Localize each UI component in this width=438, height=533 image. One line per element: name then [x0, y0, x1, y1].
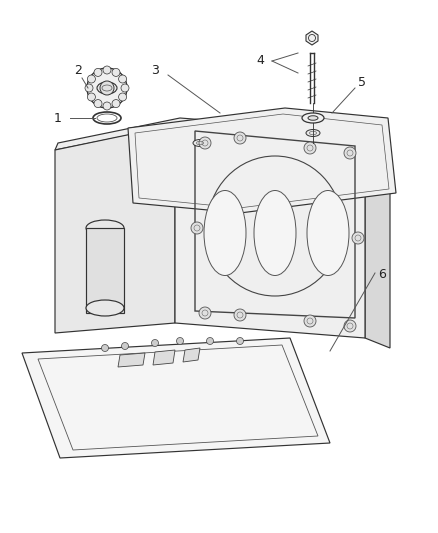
Circle shape — [112, 68, 120, 76]
Text: 4: 4 — [256, 54, 264, 68]
Circle shape — [94, 100, 102, 108]
Circle shape — [85, 84, 93, 92]
Polygon shape — [55, 118, 390, 168]
Circle shape — [87, 68, 127, 108]
Circle shape — [88, 75, 95, 83]
Circle shape — [112, 100, 120, 108]
Circle shape — [88, 93, 95, 101]
Polygon shape — [365, 140, 390, 348]
Circle shape — [344, 147, 356, 159]
Polygon shape — [128, 108, 396, 213]
Polygon shape — [306, 31, 318, 45]
Circle shape — [304, 315, 316, 327]
Circle shape — [234, 309, 246, 321]
Circle shape — [121, 343, 128, 350]
Circle shape — [177, 337, 184, 344]
Circle shape — [191, 222, 203, 234]
Polygon shape — [86, 228, 124, 313]
Ellipse shape — [86, 220, 124, 236]
Text: 6: 6 — [378, 269, 386, 281]
Circle shape — [344, 320, 356, 332]
Polygon shape — [55, 125, 175, 333]
Circle shape — [152, 340, 159, 346]
Circle shape — [199, 307, 211, 319]
Ellipse shape — [254, 190, 296, 276]
Ellipse shape — [204, 190, 246, 276]
Text: 3: 3 — [151, 64, 159, 77]
Polygon shape — [153, 350, 175, 365]
Ellipse shape — [302, 113, 324, 123]
Circle shape — [237, 337, 244, 344]
Circle shape — [119, 93, 127, 101]
Text: 5: 5 — [358, 77, 366, 90]
Circle shape — [103, 102, 111, 110]
Text: 2: 2 — [74, 63, 82, 77]
Ellipse shape — [308, 116, 318, 120]
Ellipse shape — [306, 130, 320, 136]
Polygon shape — [183, 348, 200, 362]
Polygon shape — [175, 125, 365, 338]
Circle shape — [102, 344, 109, 351]
Polygon shape — [118, 353, 145, 367]
Ellipse shape — [86, 300, 124, 316]
Circle shape — [121, 84, 129, 92]
Circle shape — [100, 81, 114, 95]
Ellipse shape — [193, 140, 207, 147]
Circle shape — [352, 232, 364, 244]
Circle shape — [103, 66, 111, 74]
Circle shape — [206, 337, 213, 344]
Circle shape — [119, 75, 127, 83]
Circle shape — [304, 142, 316, 154]
Circle shape — [234, 132, 246, 144]
Polygon shape — [22, 338, 330, 458]
Ellipse shape — [307, 190, 349, 276]
Circle shape — [199, 137, 211, 149]
Ellipse shape — [97, 82, 117, 94]
Text: 1: 1 — [54, 111, 62, 125]
Circle shape — [94, 68, 102, 76]
